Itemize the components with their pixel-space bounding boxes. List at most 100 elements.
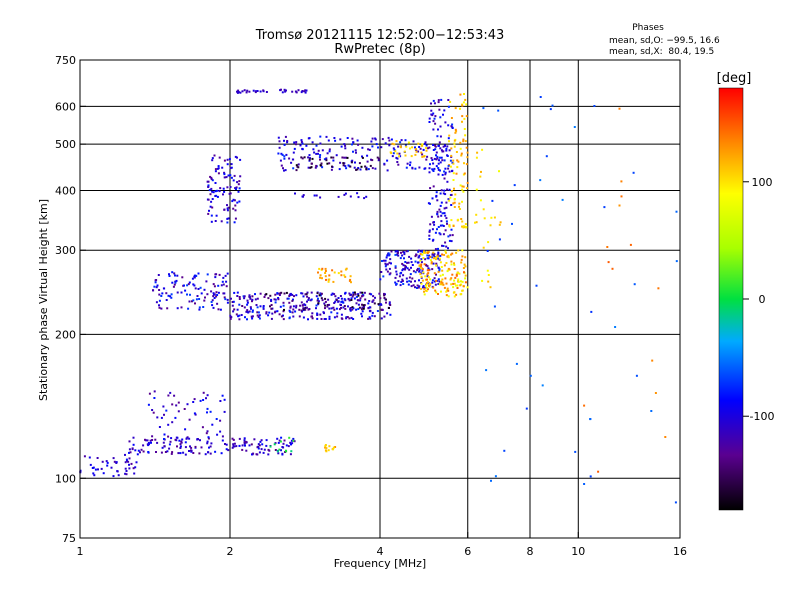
echo-point bbox=[308, 154, 311, 157]
echo-point bbox=[156, 416, 159, 419]
echo-point bbox=[367, 307, 370, 310]
echo-point bbox=[404, 264, 407, 267]
echo-point bbox=[427, 267, 430, 270]
echo-point bbox=[401, 269, 404, 272]
echo-point bbox=[299, 144, 302, 147]
echo-point bbox=[434, 148, 437, 151]
echo-point bbox=[362, 307, 365, 310]
echo-point bbox=[224, 298, 227, 301]
echo-point bbox=[407, 283, 410, 286]
echo-point bbox=[225, 285, 228, 288]
echo-point bbox=[305, 306, 308, 309]
echo-point bbox=[380, 308, 383, 311]
echo-point bbox=[268, 311, 271, 314]
echo-point bbox=[437, 283, 440, 285]
echo-point bbox=[419, 265, 422, 268]
echo-point bbox=[475, 188, 478, 191]
echo-point bbox=[453, 291, 456, 294]
echo-point bbox=[422, 286, 424, 289]
echo-point bbox=[371, 145, 374, 148]
echo-point bbox=[431, 197, 434, 200]
echo-point bbox=[300, 292, 303, 295]
echo-point bbox=[343, 274, 346, 277]
echo-point bbox=[241, 90, 244, 93]
echo-point bbox=[450, 228, 453, 231]
echo-point bbox=[252, 89, 255, 92]
echo-point bbox=[450, 283, 453, 286]
echo-point bbox=[308, 137, 311, 140]
echo-point bbox=[356, 139, 359, 142]
echo-point bbox=[345, 156, 348, 159]
echo-point bbox=[233, 291, 236, 294]
echo-point bbox=[262, 306, 265, 309]
echo-point bbox=[480, 170, 482, 173]
echo-point bbox=[397, 280, 400, 283]
echo-point bbox=[444, 193, 447, 196]
echo-point bbox=[256, 306, 259, 309]
echo-point bbox=[427, 202, 430, 205]
echo-point bbox=[423, 167, 426, 170]
echo-point bbox=[374, 296, 376, 299]
echo-point bbox=[210, 220, 213, 223]
echo-point bbox=[205, 397, 207, 400]
echo-point bbox=[350, 281, 352, 284]
echo-point bbox=[408, 276, 411, 279]
echo-point bbox=[83, 455, 86, 458]
echo-point bbox=[423, 287, 426, 290]
echo-point bbox=[169, 295, 172, 298]
echo-point bbox=[431, 168, 434, 171]
echo-point bbox=[236, 295, 239, 297]
echo-point bbox=[202, 306, 205, 308]
echo-point bbox=[292, 308, 295, 311]
echo-point bbox=[317, 152, 319, 155]
echo-point bbox=[241, 448, 244, 451]
echo-point bbox=[295, 304, 298, 307]
echo-point bbox=[350, 299, 353, 301]
echo-point bbox=[394, 253, 397, 256]
echo-point bbox=[424, 258, 427, 261]
echo-point bbox=[443, 264, 446, 267]
echo-point bbox=[368, 300, 371, 302]
echo-point bbox=[337, 297, 340, 299]
echo-point bbox=[414, 153, 417, 156]
echo-point bbox=[117, 474, 120, 477]
echo-point bbox=[142, 450, 145, 453]
echo-point bbox=[88, 456, 91, 459]
echo-point bbox=[402, 283, 405, 285]
echo-point bbox=[451, 252, 454, 255]
echo-point bbox=[328, 274, 331, 277]
echo-point bbox=[193, 275, 196, 278]
echo-point bbox=[650, 410, 653, 412]
echo-point bbox=[258, 314, 261, 317]
echo-point bbox=[332, 448, 335, 451]
echo-point bbox=[408, 268, 411, 271]
echo-point bbox=[224, 274, 227, 277]
echo-point bbox=[453, 139, 456, 142]
echo-point bbox=[289, 292, 292, 295]
echo-point bbox=[450, 125, 453, 128]
echo-point bbox=[248, 296, 251, 299]
echo-point bbox=[214, 220, 217, 222]
echo-point bbox=[437, 167, 440, 169]
echo-point bbox=[476, 151, 479, 154]
echo-point bbox=[257, 316, 260, 318]
echo-point bbox=[405, 266, 407, 268]
echo-point bbox=[393, 143, 396, 146]
echo-point bbox=[328, 148, 331, 151]
echo-point bbox=[309, 157, 311, 160]
echo-point bbox=[298, 315, 301, 318]
echo-point bbox=[346, 156, 349, 159]
echo-point bbox=[349, 309, 352, 312]
echo-point bbox=[265, 91, 268, 93]
echo-point bbox=[175, 436, 178, 439]
echo-point bbox=[154, 438, 157, 441]
echo-point bbox=[394, 150, 397, 153]
echo-point bbox=[442, 150, 445, 153]
echo-point bbox=[423, 263, 426, 266]
echo-point bbox=[439, 233, 442, 236]
x-tick-label: 4 bbox=[377, 545, 384, 558]
echo-point bbox=[206, 440, 209, 443]
echo-point bbox=[337, 195, 340, 198]
x-tick-label: 1 bbox=[77, 545, 84, 558]
echo-point bbox=[334, 300, 337, 303]
